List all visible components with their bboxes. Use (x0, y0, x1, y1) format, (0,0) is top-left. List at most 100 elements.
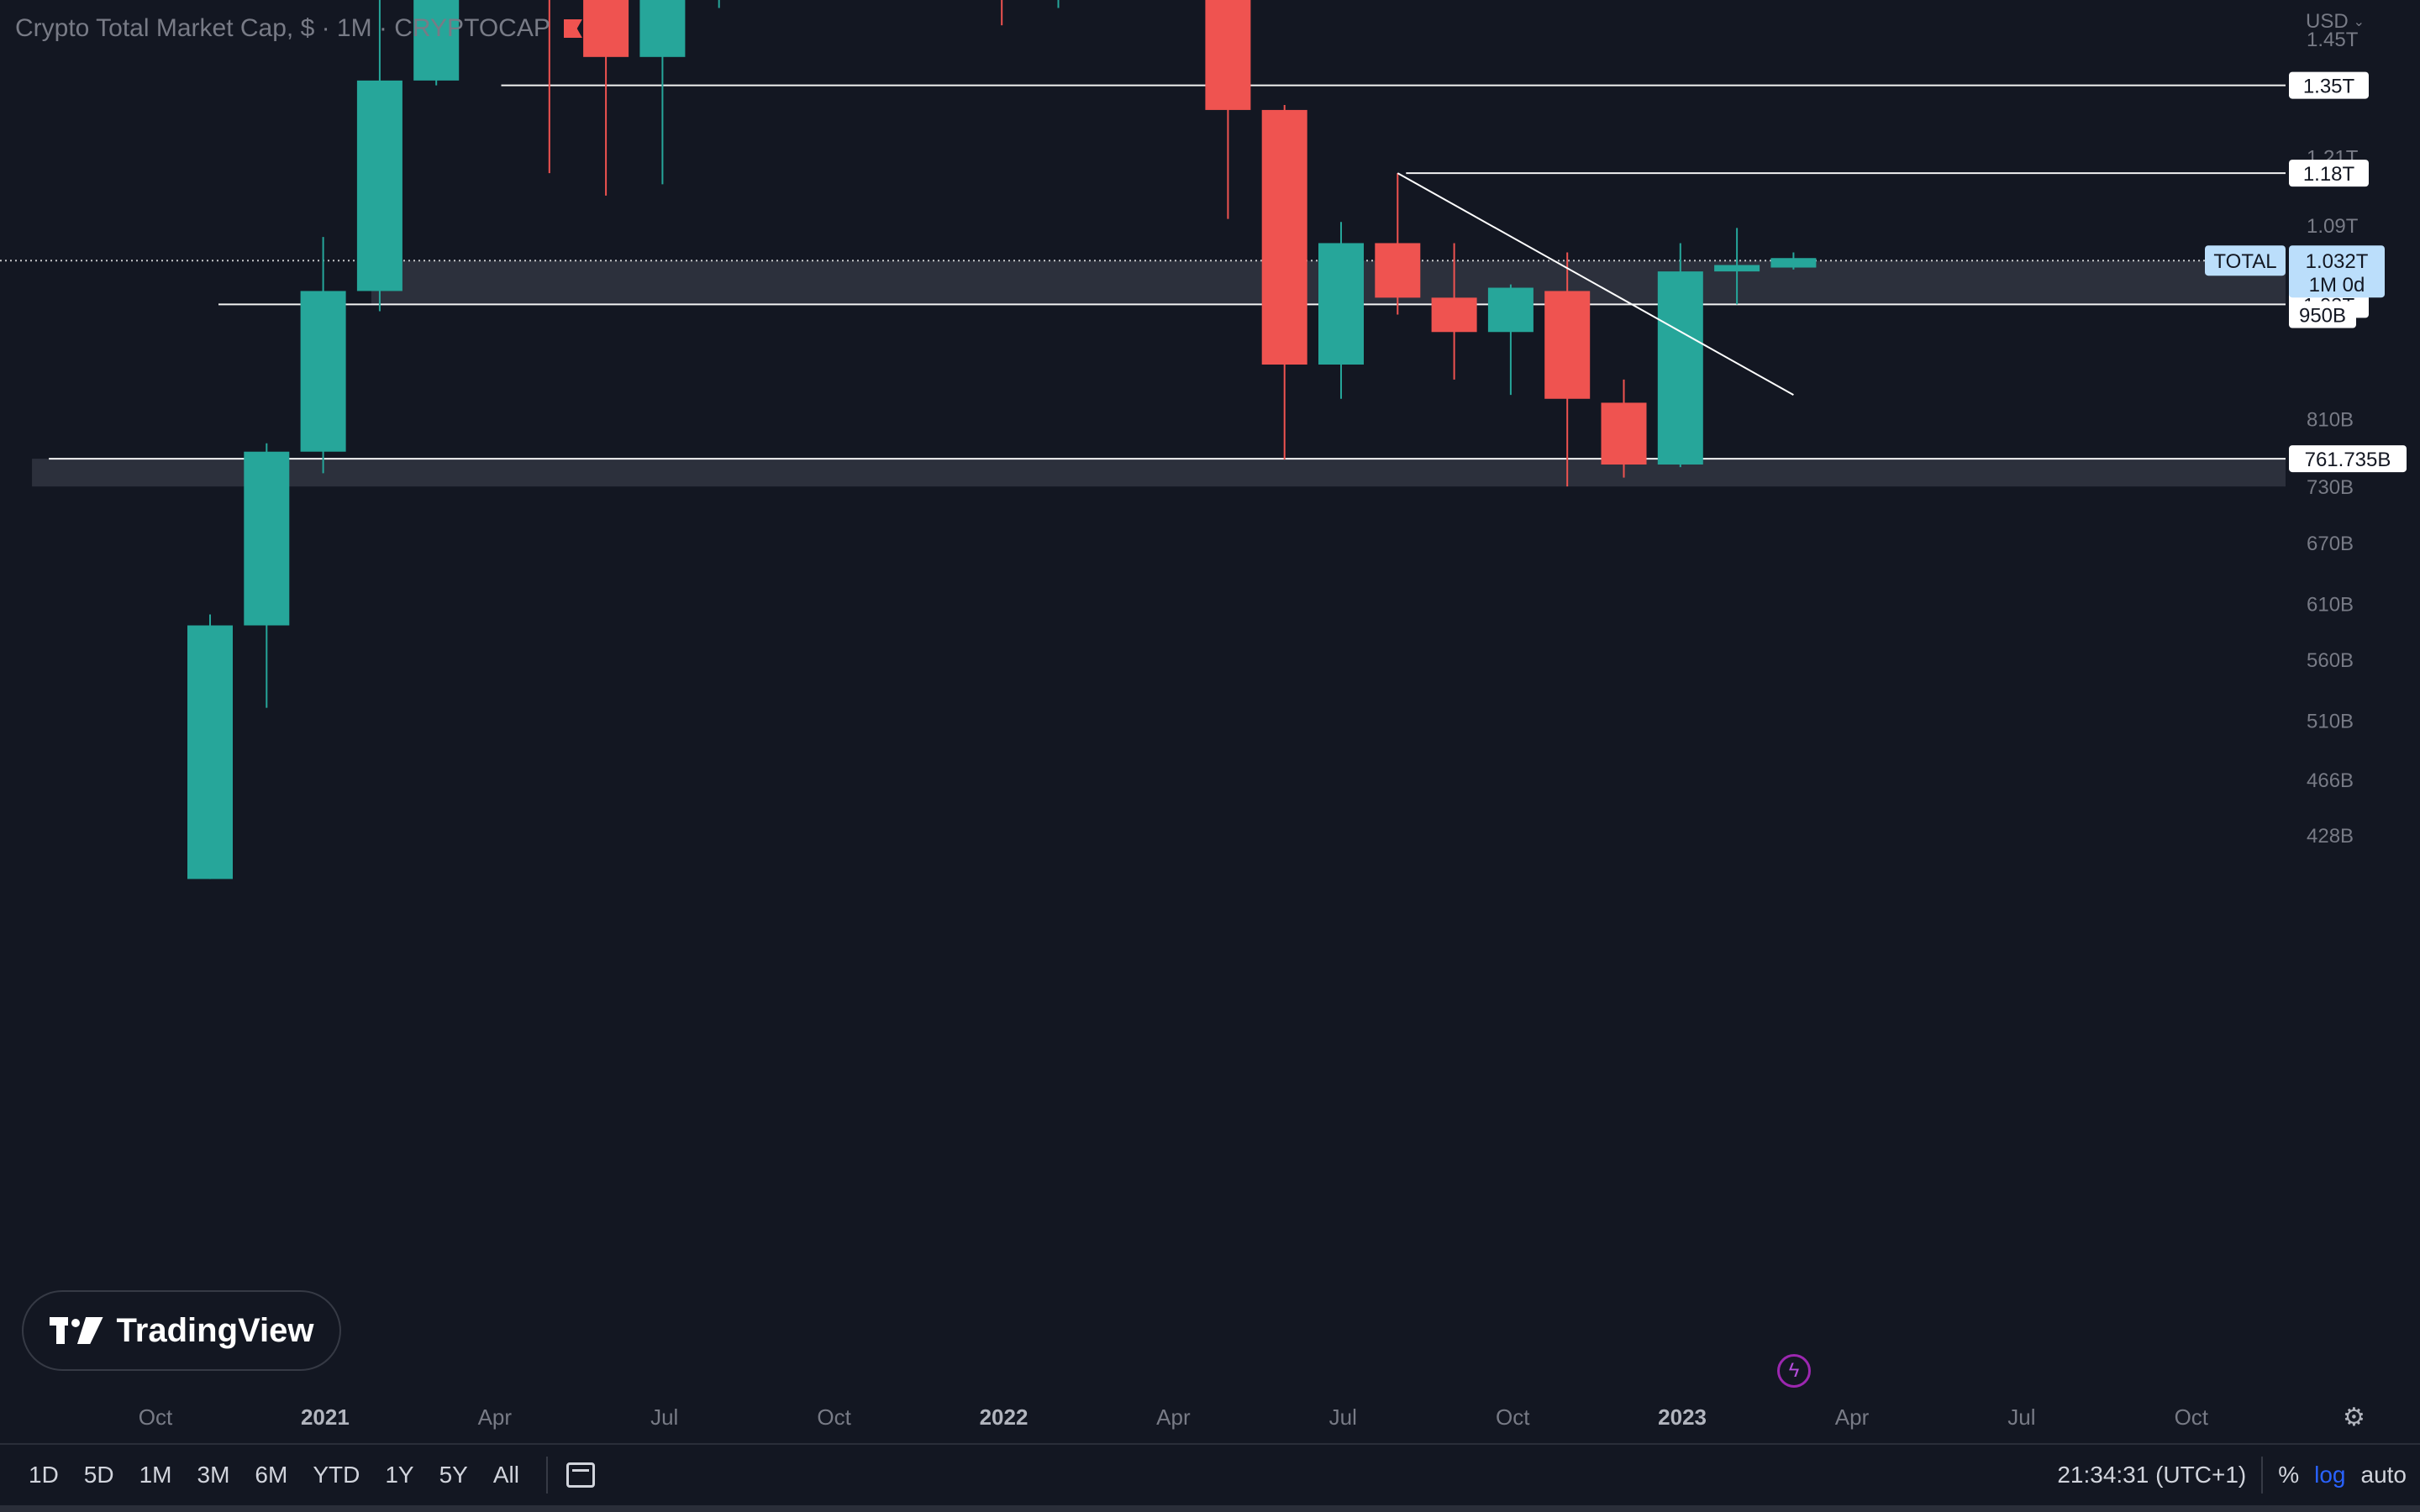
chart-header: Crypto Total Market Cap, $ · 1M · CRYPTO… (15, 12, 582, 45)
time-tick-label: 2021 (301, 1404, 350, 1430)
timeframe-6m-button[interactable]: 6M (255, 1462, 288, 1488)
time-tick-label: Apr (1156, 1404, 1191, 1430)
candle-body (1431, 297, 1477, 333)
level-label: 1.35T (2289, 71, 2369, 99)
timeframe-5y-button[interactable]: 5Y (439, 1462, 468, 1488)
candle (1431, 243, 1477, 380)
timeframe-buttons: 1D 5D 1M 3M 6M YTD 1Y 5Y All (17, 1445, 595, 1505)
candle (413, 0, 460, 86)
price-tick-label: 610B (2307, 594, 2354, 617)
logo-text: TradingView (116, 1311, 314, 1349)
time-tick-label: 2023 (1658, 1404, 1707, 1430)
candle-body (1487, 287, 1534, 333)
candle-body (1544, 291, 1591, 399)
level-label-text: 950B (2299, 305, 2346, 328)
candle-body (356, 80, 402, 291)
log-scale-button[interactable]: log (2314, 1462, 2346, 1488)
candle (1770, 252, 1817, 270)
timeframe-3m-button[interactable]: 3M (197, 1462, 230, 1488)
candle-body (1657, 271, 1703, 465)
price-tick-label: 510B (2307, 711, 2354, 733)
level-label-text: 761.735B (2305, 449, 2391, 471)
candle (1714, 228, 1760, 305)
candle (1205, 0, 1251, 219)
candle (639, 0, 686, 185)
price-tick-label: 560B (2307, 649, 2354, 672)
timeframe-5d-button[interactable]: 5D (83, 1462, 114, 1488)
tradingview-logo[interactable]: TradingView (22, 1290, 341, 1371)
price-tick-label: 466B (2307, 769, 2354, 792)
bottom-toolbar: 1D 5D 1M 3M 6M YTD 1Y 5Y All 21:34:31 (U… (0, 1443, 2420, 1505)
auto-scale-button[interactable]: auto (2360, 1462, 2407, 1488)
candle (1057, 0, 1060, 8)
candle-body (583, 0, 629, 57)
candle (1001, 0, 1003, 26)
level-label: 1.18T (2289, 160, 2369, 187)
candle (356, 0, 402, 312)
price-tick-label: 1.45T (2307, 29, 2359, 51)
timeframe-ytd-button[interactable]: YTD (313, 1462, 360, 1488)
time-tick-label: Jul (2007, 1404, 2035, 1430)
candle-body (244, 451, 290, 626)
level-label-box (2289, 160, 2369, 187)
candle-body (413, 0, 460, 81)
price-tag-value: 1.032T (2306, 250, 2369, 273)
price-tick-label: 810B (2307, 408, 2354, 431)
price-tick-label: 1.09T (2307, 215, 2359, 238)
toolbar-right: 21:34:31 (UTC+1) % log auto (2057, 1445, 2407, 1505)
candle (1657, 243, 1703, 468)
flag-icon[interactable] (563, 19, 582, 38)
candle (1544, 252, 1591, 487)
candle (187, 614, 233, 879)
symbol-title[interactable]: Crypto Total Market Cap, $ · 1M · CRYPTO… (15, 14, 550, 42)
candle (1375, 173, 1421, 315)
candle (1601, 379, 1647, 478)
level-label-box (2289, 71, 2369, 99)
lightning-icon[interactable]: ϟ (1777, 1354, 1811, 1388)
toolbar-divider (2261, 1457, 2264, 1494)
symbol-tag-box (2205, 245, 2286, 276)
candles (187, 0, 1817, 879)
clock-readout[interactable]: 21:34:31 (UTC+1) (2057, 1462, 2247, 1488)
level-label-box (2289, 301, 2356, 328)
price-tick-label: 428B (2307, 825, 2354, 848)
tradingview-mark-icon (49, 1317, 103, 1344)
toolbar-divider (545, 1457, 548, 1494)
candle (1318, 222, 1364, 399)
candle (1261, 104, 1307, 459)
time-axis: Oct 2021 Apr Jul Oct 2022 Apr Jul Oct 2023 Apr Jul O… (139, 1404, 2209, 1430)
timeframe-all-button[interactable]: All (492, 1462, 519, 1488)
candle-body (1601, 402, 1647, 465)
symbol-tag-text: TOTAL (2213, 250, 2276, 273)
timeframe-1d-button[interactable]: 1D (29, 1462, 59, 1488)
time-tick-label: Oct (1496, 1404, 1530, 1430)
time-tick-label: Oct (817, 1404, 851, 1430)
level-label: 761.735B (2289, 445, 2407, 473)
candle (1487, 284, 1534, 396)
price-tag-box (2289, 245, 2385, 298)
percent-scale-button[interactable]: % (2278, 1462, 2300, 1488)
trendline-group (1397, 172, 1794, 396)
bottom-edge (0, 1505, 2420, 1512)
candle-body (1770, 258, 1817, 268)
timeframe-1m-button[interactable]: 1M (139, 1462, 172, 1488)
chevron-down-icon: ⌄ (2353, 15, 2365, 29)
price-chart[interactable]: 428B466B510B560B610B670B730B810B1.09T1.2… (0, 0, 2420, 1441)
level-labels: 2.55T2.15T1.6T1.35T1.18T1.03T950B761.735… (2205, 71, 2407, 473)
price-tick-label: 670B (2307, 533, 2354, 555)
time-tick-label: 2022 (980, 1404, 1028, 1430)
candle-body (1205, 0, 1251, 110)
price-zones (32, 260, 2286, 487)
price-axis: 428B466B510B560B610B670B730B810B1.09T1.2… (2307, 29, 2359, 848)
currency-selector[interactable]: USD ⌄ (2306, 10, 2365, 34)
gear-icon[interactable]: ⚙ (2343, 1404, 2365, 1431)
timeframe-1y-button[interactable]: 1Y (385, 1462, 414, 1488)
candle (583, 0, 629, 196)
time-tick-label: Apr (478, 1404, 513, 1430)
candle-body (1318, 243, 1364, 365)
trendline (1397, 172, 1794, 396)
time-tick-label: Oct (139, 1404, 173, 1430)
date-range-icon[interactable] (566, 1462, 595, 1488)
candle-body (1375, 243, 1421, 298)
